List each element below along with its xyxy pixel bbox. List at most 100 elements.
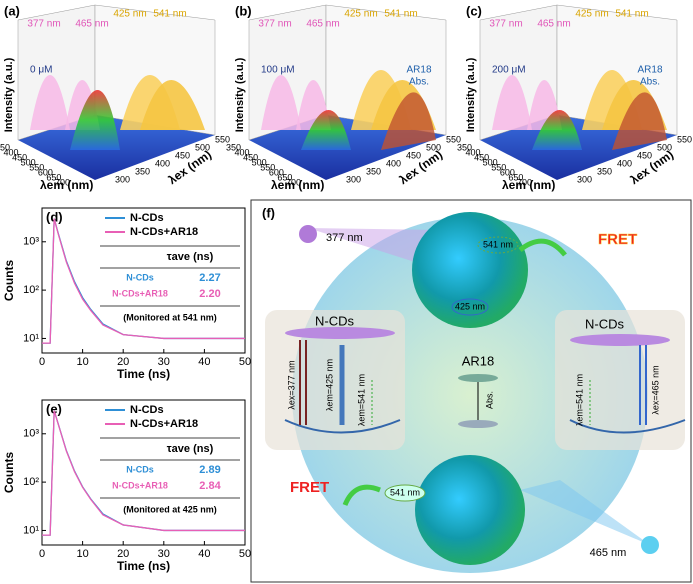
em-tick-label: 550: [491, 162, 506, 172]
text: 425 nm: [455, 301, 485, 311]
ex-tick-label: 500: [657, 142, 672, 152]
decay-line: [42, 410, 245, 536]
x-tick-label: 20: [117, 356, 129, 368]
x-tick-label: 20: [117, 548, 129, 560]
ex-tick-label: 450: [637, 150, 652, 160]
text: Abs.: [484, 391, 494, 409]
panel-label: (c): [466, 3, 482, 18]
absorption: [612, 92, 667, 150]
label-ring: [451, 298, 489, 316]
peak-label: 425 nm: [344, 9, 377, 20]
x-tick-label: 0: [39, 548, 45, 560]
concentration: 0 μM: [30, 65, 52, 76]
text: 377 nm: [326, 232, 363, 244]
text: λem=425 nm: [324, 359, 334, 411]
text: AR18: [462, 353, 495, 368]
row-value: 2.20: [199, 288, 220, 300]
em-tick-label: 450: [12, 152, 27, 162]
row-value: 2.27: [199, 272, 220, 284]
level: [284, 419, 401, 434]
y-tick-label: 10¹: [23, 332, 39, 344]
em-tick-label: 400: [466, 147, 481, 157]
carbon-dot: [412, 212, 528, 328]
peak-label: 541 nm: [615, 9, 648, 20]
plot-frame: [41, 399, 246, 546]
y-axis-label: Counts: [2, 452, 16, 494]
row-name: N-CDs: [126, 464, 154, 474]
concentration: 200 μM: [492, 65, 526, 76]
note: (Monitored at 541 nm): [123, 312, 217, 322]
em-tick-label: 700: [286, 177, 301, 187]
text: λem=541 nm: [574, 374, 584, 426]
peak: [492, 75, 532, 130]
table-header: τave (ns): [167, 443, 214, 455]
fret-label: FRET: [598, 231, 637, 248]
ex-tick-label: 550: [677, 134, 692, 144]
sun-icon: [641, 536, 659, 554]
peak-label: 377 nm: [258, 19, 291, 30]
legend-label: N-CDs: [130, 404, 164, 416]
y-axis-label: Counts: [2, 260, 16, 302]
abs-label: Abs.: [640, 77, 660, 88]
abs-label: Abs.: [409, 77, 429, 88]
legend-label: N-CDs: [130, 212, 164, 224]
panel-label: (d): [46, 209, 63, 224]
ex-tick-label: 450: [175, 150, 190, 160]
fret-diagram: 377 nm FRET 541 nm 425 nm N-CDs AR18 N-C…: [250, 199, 692, 583]
label-ring: [477, 236, 519, 254]
y-axis-label: Intensity (a.u.): [234, 57, 246, 132]
em-tick-label: 650: [277, 172, 292, 182]
em-tick-label: 700: [517, 177, 532, 187]
peak-label: 465 nm: [537, 19, 570, 30]
y-axis-label: Intensity (a.u.): [3, 57, 15, 132]
text: 541 nm: [390, 487, 420, 497]
text: N-CDs: [315, 313, 354, 328]
em-tick-label: 550: [29, 162, 44, 172]
x-tick-label: 30: [158, 356, 170, 368]
arrow: [518, 238, 567, 257]
x-tick-label: 40: [198, 548, 210, 560]
text: N-CDs: [585, 316, 624, 331]
y-tick-label: 10¹: [23, 524, 39, 536]
beam: [520, 480, 650, 545]
y-tick-label: 10²: [23, 476, 39, 488]
x-axis-label: Time (ns): [117, 367, 170, 381]
em-tick-label: 400: [235, 147, 250, 157]
x-tick-label: 30: [158, 548, 170, 560]
y-tick-label: 10²: [23, 284, 39, 296]
panel-label: (a): [4, 3, 20, 18]
level: [570, 334, 670, 346]
text: 465 nm: [590, 547, 627, 559]
em-tick-label: 600: [500, 167, 515, 177]
panel-label: (b): [235, 3, 252, 18]
decay-line: [42, 218, 245, 344]
ex-tick-label: 400: [155, 158, 170, 168]
peak-label: 541 nm: [384, 9, 417, 20]
surface: [532, 110, 582, 150]
legend-label: N-CDs+AR18: [130, 226, 198, 238]
absorption: [381, 92, 436, 150]
abs-label: AR18: [637, 65, 662, 76]
row-value: 2.89: [199, 464, 220, 476]
level: [458, 420, 498, 428]
text: 541 nm: [483, 239, 513, 249]
peak-label: 465 nm: [306, 19, 339, 30]
x-tick-label: 50: [239, 548, 251, 560]
ex-tick-label: 550: [446, 134, 461, 144]
surface: [70, 90, 120, 150]
level: [569, 419, 686, 434]
label-ring: [384, 484, 426, 502]
x-tick-label: 0: [39, 356, 45, 368]
box: [555, 310, 685, 450]
text: λex=377 nm: [286, 360, 296, 409]
text: λem=541 nm: [356, 374, 366, 426]
em-axis-label: λem (nm): [271, 178, 324, 192]
ex-tick-label: 350: [366, 166, 381, 176]
em-tick-label: 700: [55, 177, 70, 187]
text: λex=465 nm: [650, 365, 660, 414]
em-axis-label: λem (nm): [40, 178, 93, 192]
legend-label: N-CDs+AR18: [130, 418, 198, 430]
em-tick-label: 650: [46, 172, 61, 182]
ex-tick-label: 400: [617, 158, 632, 168]
